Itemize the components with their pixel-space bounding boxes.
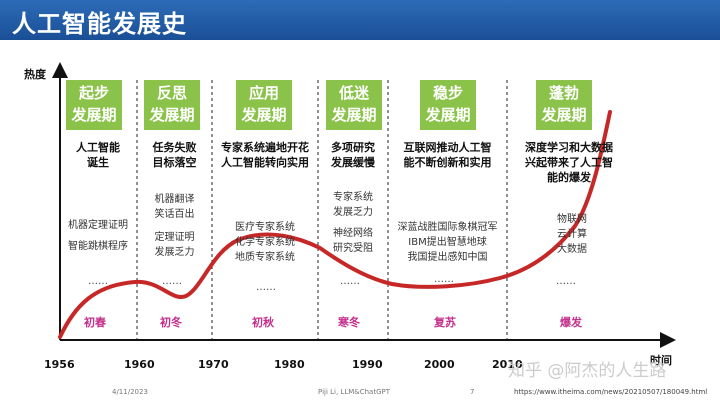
headline-line: 诞生	[87, 156, 109, 169]
phase-name-line1: 反思	[156, 84, 187, 102]
phase-season: 初冬	[160, 316, 182, 329]
phase-name-line2: 发展期	[241, 106, 287, 124]
headline-line: 发展缓慢	[331, 156, 375, 169]
watermark: 知乎 @阿杰的人生路	[508, 361, 667, 381]
headline-line: 能的爆发	[547, 171, 591, 184]
headline-line: 深度学习和大数据	[525, 141, 613, 154]
year-label: 1990	[352, 358, 383, 371]
detail-line: 发展乏力	[333, 207, 373, 218]
title-bar: 人工智能发展史	[0, 0, 720, 40]
detail-line: 笑话百出	[154, 209, 195, 220]
phase-name-line1: 低迷	[338, 84, 369, 102]
detail-line: 深蓝战胜国际象棋冠军	[397, 222, 498, 233]
phase-name-line2: 发展期	[425, 106, 471, 124]
headline-line: 目标落空	[152, 156, 197, 169]
slide-title: 人工智能发展史	[12, 10, 187, 38]
phase-box-steady: 稳步 发展期	[420, 80, 476, 130]
detail-line: 大数据	[557, 244, 587, 255]
detail-line: 发展乏力	[154, 247, 195, 258]
phase-name-line1: 稳步	[432, 84, 463, 102]
headline-line: 任务失败	[152, 141, 197, 154]
headline-line: 多项研究	[331, 141, 375, 154]
detail-line: 研究受阻	[333, 243, 373, 254]
phase-season: 初春	[84, 316, 106, 329]
phase-box-reflection: 反思 发展期	[144, 80, 200, 130]
phase-dots: ……	[434, 274, 454, 285]
detail-line: 机器翻译	[154, 194, 195, 205]
headline-line: 专家系统遍地开花	[221, 141, 309, 154]
detail-line: 神经网络	[333, 228, 373, 239]
phase-dots: ……	[556, 276, 576, 287]
phase-season: 复苏	[434, 316, 456, 329]
headline-line: 能不断创新和实用	[403, 156, 492, 169]
phase-details: 物联网 云计算 大数据	[540, 212, 604, 257]
phase-name-line1: 蓬勃	[548, 84, 579, 102]
phase-box-downturn: 低迷 发展期	[326, 80, 382, 130]
headline-line: 人工智能	[76, 141, 120, 154]
phase-headline: 人工智能 诞生	[60, 140, 136, 170]
phase-box-boom: 蓬勃 发展期	[536, 80, 592, 130]
x-axis-label: 时间	[650, 354, 672, 367]
year-label: 1970	[198, 358, 229, 371]
detail-line: 化学专家系统	[235, 237, 295, 248]
phase-box-application: 应用 发展期	[236, 80, 292, 130]
footer-url[interactable]: https://www.itheima.com/news/20210507/18…	[514, 388, 708, 396]
phase-name-line2: 发展期	[71, 106, 117, 124]
phase-details: 专家系统 发展乏力 神经网络 研究受阻	[318, 190, 388, 256]
phase-headline: 专家系统遍地开花 人工智能转向实用	[212, 140, 318, 170]
phase-details: 机器翻译 笑话百出 定理证明 发展乏力	[137, 192, 212, 260]
detail-line: 智能跳棋程序	[68, 241, 128, 252]
footer-page-number: 7	[470, 388, 475, 396]
y-axis-label: 热度	[24, 68, 46, 81]
detail-line: 物联网	[557, 214, 587, 225]
detail-line: IBM提出智慧地球	[408, 237, 487, 248]
phase-name-line2: 发展期	[149, 106, 195, 124]
detail-line: 定理证明	[154, 232, 195, 243]
phase-details: 机器定理证明 智能跳棋程序	[60, 218, 136, 254]
phase-season: 寒冬	[338, 316, 360, 329]
phase-season: 初秋	[252, 316, 274, 329]
detail-line: 机器定理证明	[68, 220, 128, 231]
detail-line: 专家系统	[333, 192, 373, 203]
phase-dividers	[136, 80, 508, 340]
detail-line: 医疗专家系统	[235, 222, 295, 233]
phase-name-line2: 发展期	[331, 106, 377, 124]
phase-dots: ……	[162, 276, 182, 287]
year-label: 1960	[124, 358, 155, 371]
phase-dots: ……	[340, 276, 360, 287]
headline-line: 人工智能转向实用	[221, 156, 309, 169]
year-label: 1956	[44, 358, 75, 371]
phase-headline: 深度学习和大数据 兴起带来了人工智 能的爆发	[507, 140, 631, 185]
phase-headline: 任务失败 目标落空	[137, 140, 212, 170]
phase-box-startup: 起步 发展期	[66, 80, 122, 130]
headline-line: 互联网推动人工智	[403, 141, 492, 154]
phase-name-line1: 起步	[78, 84, 109, 102]
phase-details: 医疗专家系统 化学专家系统 地质专家系统	[212, 220, 318, 265]
headline-line: 兴起带来了人工智	[525, 156, 613, 169]
phase-name-line2: 发展期	[541, 106, 587, 124]
chart-svg	[52, 62, 676, 348]
phase-headline: 多项研究 发展缓慢	[318, 140, 388, 170]
year-label: 2000	[424, 358, 455, 371]
phase-dots: ……	[256, 282, 276, 293]
footer-date: 4/11/2023	[112, 388, 148, 396]
detail-line: 云计算	[557, 229, 587, 240]
phase-season: 爆发	[560, 316, 582, 329]
phase-dots: ……	[88, 276, 108, 287]
year-label: 2010	[492, 358, 523, 371]
heat-curve	[58, 110, 612, 339]
ai-history-chart: 热度 时间 起步 发展期 人工智能 诞生 机器定理证明 智能跳棋程序 …… 初春…	[0, 40, 720, 382]
year-label: 1980	[274, 358, 305, 371]
phase-headline: 互联网推动人工智 能不断创新和实用	[388, 140, 507, 170]
detail-line: 地质专家系统	[235, 252, 295, 263]
phase-details: 深蓝战胜国际象棋冠军 IBM提出智慧地球 我国提出感知中国	[388, 220, 507, 265]
detail-line: 我国提出感知中国	[407, 252, 488, 263]
phase-name-line1: 应用	[248, 84, 279, 102]
footer-author: Piji Li, LLM&ChatGPT	[318, 388, 390, 396]
